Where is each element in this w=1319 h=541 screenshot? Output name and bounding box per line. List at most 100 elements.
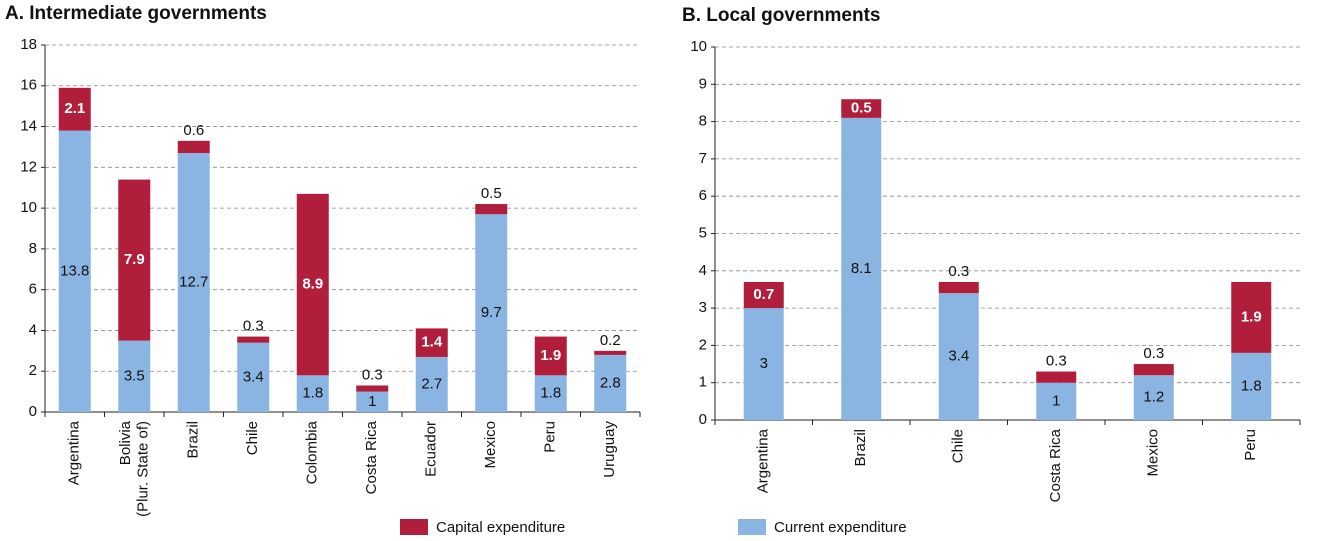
data-label: 3 bbox=[760, 355, 768, 372]
y-tick-label: 1 bbox=[699, 374, 707, 391]
bar-segment bbox=[534, 336, 567, 376]
bar-segment bbox=[177, 140, 210, 154]
data-label: 1.8 bbox=[302, 385, 323, 402]
bar-segment bbox=[475, 204, 508, 215]
series bbox=[58, 130, 627, 413]
bar-segment bbox=[356, 391, 389, 412]
y-tick-label: 8 bbox=[699, 113, 707, 130]
y-tick-label: 7 bbox=[699, 150, 707, 167]
bar-segment bbox=[177, 153, 210, 413]
bar-segment bbox=[1231, 281, 1272, 353]
y-tick-label: 4 bbox=[699, 262, 707, 279]
data-label: 0.5 bbox=[481, 185, 502, 202]
data-label: 9.7 bbox=[481, 304, 502, 321]
bar-segment bbox=[1133, 364, 1174, 376]
y-tick-label: 8 bbox=[29, 240, 37, 257]
y-tick-label: 18 bbox=[20, 36, 37, 53]
y-tick-label: 2 bbox=[699, 336, 707, 353]
bar-segment bbox=[938, 293, 979, 420]
bar-segment bbox=[841, 117, 882, 421]
x-tick-label: Mexico bbox=[1145, 429, 1162, 477]
bar-segment bbox=[938, 281, 979, 294]
data-label: 0.3 bbox=[948, 263, 969, 280]
y-tick-label: 9 bbox=[699, 75, 707, 92]
data-label: 0.5 bbox=[851, 100, 872, 117]
x-tick-label: Costa Rica bbox=[363, 420, 380, 494]
y-tick-label: 6 bbox=[699, 187, 707, 204]
data-label: 1.2 bbox=[1143, 389, 1164, 406]
data-label: 0.3 bbox=[1046, 352, 1067, 369]
x-tick-label: Brazil bbox=[852, 429, 869, 467]
x-tick-label: Chile bbox=[950, 429, 967, 463]
series bbox=[743, 117, 1272, 421]
bar-segment bbox=[534, 375, 567, 412]
x-tick-label: Costa Rica bbox=[1047, 428, 1064, 502]
x-tick-label: Argentina bbox=[66, 420, 83, 485]
series bbox=[58, 87, 627, 392]
y-tick-label: 6 bbox=[29, 281, 37, 298]
data-label: 3.4 bbox=[243, 368, 264, 385]
x-tick-label: Mexico bbox=[482, 421, 499, 469]
bar-segment bbox=[356, 385, 389, 392]
data-label: 2.7 bbox=[421, 375, 442, 392]
data-label: 7.9 bbox=[124, 251, 145, 268]
bar-segment bbox=[58, 87, 91, 131]
bar-segment bbox=[743, 308, 784, 420]
data-label: 0.7 bbox=[753, 286, 774, 303]
x-tick-label: Uruguay bbox=[601, 421, 618, 478]
y-tick-label: 16 bbox=[20, 77, 37, 94]
y-tick-label: 2 bbox=[29, 362, 37, 379]
bar-segment bbox=[58, 130, 91, 412]
data-label: 3.5 bbox=[124, 367, 145, 384]
bar-segment bbox=[594, 354, 627, 412]
series bbox=[743, 99, 1272, 383]
bar-segment bbox=[237, 336, 270, 343]
x-tick-label: Brazil bbox=[185, 421, 202, 459]
x-tick-label: Bolivia(Plur. State of) bbox=[117, 420, 151, 517]
data-label: 2.8 bbox=[600, 374, 621, 391]
data-label: 1.9 bbox=[1241, 308, 1262, 325]
data-label: 1.4 bbox=[421, 334, 443, 351]
data-label: 1 bbox=[1052, 392, 1060, 409]
bar-segment bbox=[118, 179, 151, 341]
bar-segment bbox=[237, 342, 270, 412]
data-label: 12.7 bbox=[179, 273, 208, 290]
data-label: 1.9 bbox=[540, 347, 561, 364]
bar-segment bbox=[594, 350, 627, 355]
bar-segment bbox=[415, 356, 448, 412]
data-label: 8.9 bbox=[302, 276, 323, 293]
y-tick-label: 4 bbox=[29, 321, 37, 338]
data-label: 1 bbox=[368, 393, 376, 410]
bar-segment bbox=[296, 375, 329, 412]
data-label: 3.4 bbox=[948, 348, 969, 365]
chart-title: B. Local governments bbox=[682, 5, 881, 26]
data-label: 0.3 bbox=[243, 318, 264, 335]
chart-title: A. Intermediate governments bbox=[5, 3, 267, 24]
legend-swatch bbox=[738, 519, 766, 535]
bar-segment bbox=[1036, 382, 1077, 420]
y-tick-label: 0 bbox=[699, 411, 707, 428]
y-tick-label: 3 bbox=[699, 299, 707, 316]
x-tick-label: Argentina bbox=[755, 428, 772, 493]
bar-segment bbox=[415, 328, 448, 357]
y-tick-label: 10 bbox=[690, 38, 707, 55]
y-tick-label: 5 bbox=[699, 224, 707, 241]
x-tick-label: Colombia bbox=[304, 420, 321, 484]
data-label: 1.8 bbox=[1241, 377, 1262, 394]
y-tick-label: 12 bbox=[20, 158, 37, 175]
data-label: 0.3 bbox=[362, 366, 383, 383]
x-tick-label: Chile bbox=[244, 421, 261, 455]
data-label: 0.3 bbox=[1143, 345, 1164, 362]
x-tick-label: Peru bbox=[1242, 429, 1259, 461]
x-tick-label: Ecuador bbox=[423, 421, 440, 477]
legend-label: Capital expenditure bbox=[436, 519, 565, 536]
bar-segment bbox=[296, 193, 329, 376]
bar-segment bbox=[1133, 375, 1174, 420]
legend-swatch bbox=[400, 519, 428, 535]
bar-segment bbox=[475, 214, 508, 412]
y-tick-label: 0 bbox=[29, 403, 37, 420]
data-label: 0.2 bbox=[600, 332, 621, 349]
data-label: 1.8 bbox=[540, 385, 561, 402]
x-tick-label: Peru bbox=[542, 421, 559, 453]
